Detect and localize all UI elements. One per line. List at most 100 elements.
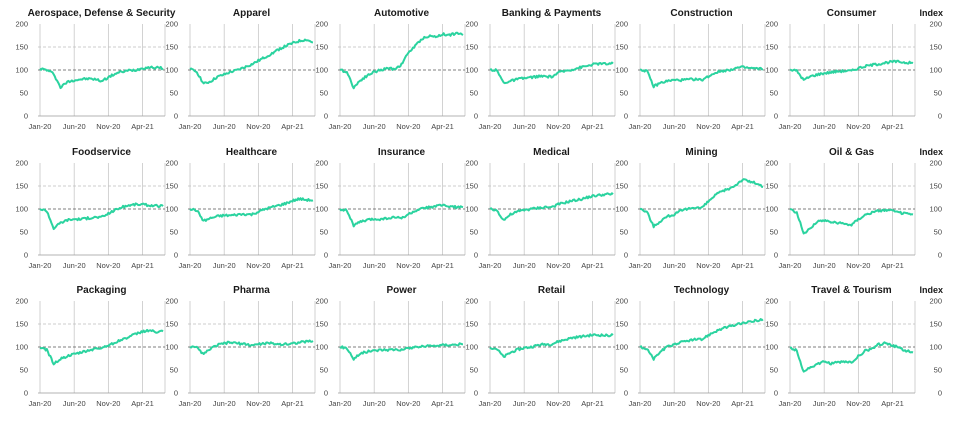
y-tick-label-right: 50: [934, 89, 942, 98]
chart-panel: Banking & Payments 0 50 100 150 200 Jan-20 Jun-…: [465, 8, 616, 131]
x-tick-label: Jan-20: [329, 261, 352, 270]
y-tick-label: 200: [315, 159, 328, 168]
series-line: [789, 208, 914, 235]
x-tick-label: Jan-20: [779, 122, 802, 131]
series-line: [789, 59, 914, 81]
y-tick-label: 50: [320, 89, 328, 98]
chart-title: Automotive: [374, 8, 429, 19]
y-tick-label: 200: [465, 159, 478, 168]
chart-title: Aerospace, Defense & Security: [28, 8, 176, 19]
x-tick-label: Jan-20: [629, 122, 652, 131]
y-tick-label: 200: [765, 20, 778, 29]
x-tick-label: Apr-21: [731, 261, 754, 270]
y-tick-label: 200: [165, 20, 178, 29]
y-tick-label: 0: [474, 389, 478, 398]
x-tick-label: Nov-20: [546, 399, 570, 408]
x-tick-label: Jan-20: [29, 399, 52, 408]
y-tick-label-right: 150: [929, 43, 942, 52]
y-tick-label: 100: [165, 205, 178, 214]
y-tick-label: 150: [315, 43, 328, 52]
chart-title: Retail: [538, 285, 565, 296]
chart-title: Power: [386, 285, 416, 296]
x-tick-label: Apr-21: [881, 261, 904, 270]
chart-panel: Power 0 50 100 150 200 Jan-20 Jun-20 Nov-20 Apr-2…: [315, 285, 466, 408]
y-tick-label: 150: [15, 320, 28, 329]
y-tick-label: 0: [24, 112, 28, 121]
y-tick-label: 50: [20, 228, 28, 237]
y-tick-label: 200: [165, 159, 178, 168]
series-line: [39, 202, 164, 231]
chart-title: Technology: [674, 285, 730, 296]
y-tick-label-right: 0: [938, 251, 942, 260]
x-tick-label: Nov-20: [696, 122, 720, 131]
series-line: [189, 38, 314, 85]
series-line: [639, 178, 763, 229]
x-tick-label: Jan-20: [329, 122, 352, 131]
y-tick-label: 0: [324, 112, 328, 121]
y-tick-label: 0: [174, 251, 178, 260]
x-tick-label: Jan-20: [179, 122, 202, 131]
x-tick-label: Jan-20: [779, 261, 802, 270]
chart-panel: Healthcare 0 50 100 150 200 Jan-20 Jun-20 Nov-20…: [165, 147, 316, 270]
chart-panel: Aerospace, Defense & Security 0 50 100 150 20…: [15, 8, 175, 131]
x-tick-label: Jun-20: [813, 399, 836, 408]
y-tick-label: 50: [20, 366, 28, 375]
y-tick-label: 150: [465, 182, 478, 191]
y-tick-label: 200: [315, 20, 328, 29]
y-tick-label: 50: [170, 89, 178, 98]
x-tick-label: Jun-20: [513, 261, 536, 270]
y-tick-label: 100: [465, 205, 478, 214]
series-line: [189, 197, 314, 222]
x-tick-label: Apr-21: [281, 399, 304, 408]
index-label: Index: [919, 147, 943, 157]
series-line: [789, 341, 914, 373]
x-tick-label: Jan-20: [29, 261, 52, 270]
y-tick-label: 200: [765, 297, 778, 306]
y-tick-label: 150: [465, 43, 478, 52]
x-tick-label: Nov-20: [696, 399, 720, 408]
chart-panel: Insurance 0 50 100 150 200 Jan-20 Jun-20 Nov-20 A…: [315, 147, 466, 270]
y-tick-label: 100: [615, 343, 628, 352]
chart-panel: Pharma 0 50 100 150 200 Jan-20 Jun-20 Nov-20 Apr-…: [165, 285, 316, 408]
x-tick-label: Nov-20: [96, 399, 120, 408]
index-label: Index: [919, 8, 943, 18]
y-tick-label: 200: [615, 297, 628, 306]
chart-title: Travel & Tourism: [811, 285, 892, 296]
x-tick-label: Nov-20: [846, 261, 870, 270]
y-tick-label: 50: [170, 228, 178, 237]
y-tick-label-right: 0: [938, 389, 942, 398]
y-tick-label: 0: [24, 389, 28, 398]
y-tick-label: 100: [615, 205, 628, 214]
series-line: [39, 328, 164, 366]
series-line: [339, 342, 463, 361]
x-tick-label: Jan-20: [479, 261, 502, 270]
y-tick-label: 150: [765, 182, 778, 191]
y-tick-label: 50: [770, 366, 778, 375]
x-tick-label: Jan-20: [329, 399, 352, 408]
x-tick-label: Nov-20: [546, 261, 570, 270]
x-tick-label: Apr-21: [581, 261, 604, 270]
x-tick-label: Jun-20: [513, 399, 536, 408]
y-tick-label: 100: [465, 66, 478, 75]
y-tick-label: 0: [474, 251, 478, 260]
x-tick-label: Apr-21: [281, 261, 304, 270]
x-tick-label: Apr-21: [581, 122, 604, 131]
y-tick-label: 200: [15, 20, 28, 29]
chart-panel: Packaging 0 50 100 150 200 Jan-20 Jun-20 Nov-20 A…: [15, 285, 166, 408]
y-tick-label-right: 100: [929, 66, 942, 75]
x-tick-label: Jun-20: [813, 122, 836, 131]
y-tick-label: 200: [165, 297, 178, 306]
chart-panel: Oil & Gas 0 50 100 150 200 0 50 100 150 200 Index Ja…: [765, 147, 943, 270]
x-tick-label: Jun-20: [213, 122, 236, 131]
y-tick-label: 0: [174, 112, 178, 121]
chart-panel: Foodservice 0 50 100 150 200 Jan-20 Jun-20 Nov-2…: [15, 147, 166, 270]
chart-panel: Consumer 0 50 100 150 200 0 50 100 150 200 Index Jan…: [765, 8, 943, 131]
y-tick-label: 150: [765, 43, 778, 52]
y-tick-label: 0: [624, 251, 628, 260]
chart-title: Oil & Gas: [829, 147, 874, 158]
y-tick-label-right: 200: [929, 20, 942, 29]
chart-title: Healthcare: [226, 147, 278, 158]
y-tick-label: 50: [620, 366, 628, 375]
series-line: [489, 61, 614, 85]
y-tick-label: 150: [765, 320, 778, 329]
